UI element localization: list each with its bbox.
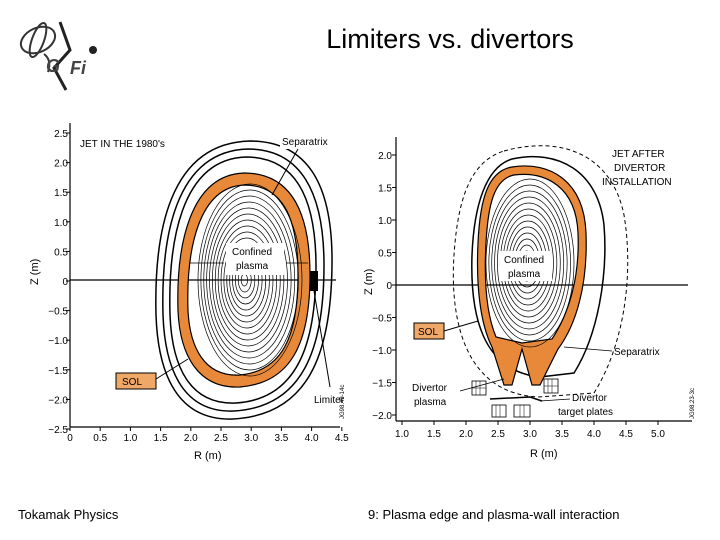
y-tick-label: 1.5 <box>378 184 392 195</box>
flux-contour <box>200 189 299 371</box>
right-heading-1: JET AFTER <box>612 149 665 160</box>
flux-contour <box>497 202 561 324</box>
flux-contour <box>217 225 277 335</box>
flux-contour <box>494 196 565 330</box>
target-plate <box>489 396 543 402</box>
y-tick-label: −1.0 <box>372 346 392 357</box>
y-tick-label: −1.5 <box>372 379 392 390</box>
y-tick-label: 2.0 <box>54 159 68 170</box>
right-heading-3: INSTALLATION <box>602 177 672 188</box>
right-heading-2: DIVERTOR <box>614 163 665 174</box>
x-tick-label: 2.5 <box>491 429 505 440</box>
right-sol-label: SOL <box>418 327 438 338</box>
x-tick-label: 1.0 <box>123 433 137 444</box>
flux-contour <box>488 184 571 342</box>
svg-text:Fi: Fi <box>70 58 87 78</box>
y-tick-label: −2.0 <box>372 411 392 422</box>
flux-contour <box>491 190 568 336</box>
x-tick-labels: 1.0 1.5 2.0 2.5 3.0 3.5 4.0 4.5 5.0 <box>395 421 665 440</box>
left-figure-code: JG98.49-14c <box>340 385 346 419</box>
right-x-axis-label: R (m) <box>530 448 558 460</box>
right-separatrix-label: Separatrix <box>614 347 660 358</box>
limiter-label: Limiter <box>314 395 345 406</box>
x-tick-label: 3.5 <box>274 433 288 444</box>
y-tick-label: −1.5 <box>48 366 68 377</box>
y-tick-labels: 2.5 2.0 1.5 1.0 0.5 0 −0.5 −1.0 −1.5 −2.0 −2.5 <box>48 129 70 436</box>
x-tick-label: 2.0 <box>459 429 473 440</box>
x-tick-label: 4.5 <box>335 433 349 444</box>
flux-contour <box>203 195 296 365</box>
x-tick-label: 0.5 <box>93 433 107 444</box>
y-tick-label: 1.5 <box>54 188 68 199</box>
right-target-plates-2: target plates <box>558 407 613 418</box>
x-tick-label: 2.5 <box>214 433 228 444</box>
y-tick-label: 0.5 <box>378 249 392 260</box>
y-tick-label: −2.5 <box>48 425 68 436</box>
slide-title: Limiters vs. divertors <box>326 24 574 54</box>
x-tick-label: 4.0 <box>305 433 319 444</box>
y-tick-label: −0.5 <box>48 307 68 318</box>
y-tick-label: 0 <box>386 281 392 292</box>
svg-text:G: G <box>46 56 60 76</box>
y-tick-label: 0.5 <box>54 247 68 258</box>
x-tick-label: 3.0 <box>244 433 258 444</box>
flux-contour <box>209 207 288 353</box>
x-tick-label: 4.0 <box>587 429 601 440</box>
institute-logo: G Fi <box>19 21 97 91</box>
flux-contour <box>197 183 303 377</box>
y-tick-label: 0 <box>62 277 68 288</box>
outer-flux-surface <box>169 156 317 404</box>
x-tick-label: 4.5 <box>619 429 633 440</box>
left-heading: JET IN THE 1980's <box>80 139 165 150</box>
right-divertor-plasma-1: Divertor <box>412 383 448 394</box>
left-confined-label-2: plasma <box>236 261 269 272</box>
x-tick-label: 5.0 <box>651 429 665 440</box>
footer-chapter: 9: Plasma edge and plasma-wall interacti… <box>368 507 620 522</box>
x-tick-label: 3.0 <box>523 429 537 440</box>
flux-contour <box>212 213 285 347</box>
y-tick-label: 1.0 <box>378 216 392 227</box>
left-y-axis-label: Z (m) <box>29 259 41 285</box>
flux-contour <box>220 231 274 329</box>
y-tick-label: −0.5 <box>372 314 392 325</box>
x-tick-label: 1.5 <box>154 433 168 444</box>
sol-band <box>476 165 587 386</box>
x-tick-label: 3.5 <box>555 429 569 440</box>
outer-flux-surface <box>162 148 325 412</box>
left-sol-label: SOL <box>122 377 142 388</box>
flux-contour <box>485 178 575 348</box>
jet-divertor-figure: 2.01.51.00.50−0.5−1.0−1.5−2.0 1.0 1.5 2.0 2… <box>363 137 696 460</box>
right-y-axis-label: Z (m) <box>363 269 375 295</box>
left-sol-box <box>115 372 157 390</box>
flux-contour <box>223 237 270 323</box>
x-tick-label: 0 <box>67 433 73 444</box>
first-wall <box>471 155 606 378</box>
y-tick-labels: 2.0 1.5 1.0 0.5 0 −0.5 −1.0 −1.5 −2.0 <box>372 151 396 422</box>
x-tick-label: 1.0 <box>395 429 409 440</box>
x-tick-label: 1.5 <box>427 429 441 440</box>
flux-contour <box>206 201 292 359</box>
right-divertor-plasma-2: plasma <box>414 397 447 408</box>
left-confined-label-1: Confined <box>232 247 272 258</box>
y-tick-label: 1.0 <box>54 218 68 229</box>
x-tick-label: 2.0 <box>184 433 198 444</box>
right-figure-code: JG98.23-3c <box>690 388 696 419</box>
right-confined-label-2: plasma <box>508 269 541 280</box>
vessel-wall <box>452 145 629 398</box>
y-tick-label: 2.0 <box>378 151 392 162</box>
left-x-axis-label: R (m) <box>194 450 222 462</box>
y-tick-label: −1.0 <box>48 336 68 347</box>
flux-contour <box>214 219 281 341</box>
jet-limiter-figure: 2.5 2.0 1.5 1.0 0.5 0 −0.5 −1.0 −1.5 −2.0 −2.5 0 0.… <box>29 123 349 462</box>
outer-flux-surface <box>155 140 333 420</box>
sol-band <box>177 172 311 388</box>
left-separatrix-label: Separatrix <box>282 137 328 148</box>
limiter-shape <box>310 271 318 291</box>
right-confined-label-1: Confined <box>504 255 544 266</box>
x-tick-labels: 0 0.5 1.0 1.5 2.0 2.5 3.0 3.5 4.0 4.5 <box>67 427 349 444</box>
y-tick-label: 2.5 <box>54 129 68 140</box>
right-target-plates-1: Divertor <box>572 393 608 404</box>
footer-course: Tokamak Physics <box>18 507 119 522</box>
y-tick-label: −2.0 <box>48 395 68 406</box>
